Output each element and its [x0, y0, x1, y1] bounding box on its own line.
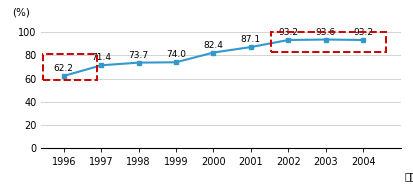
Text: 73.7: 73.7: [128, 51, 149, 60]
Text: 93.2: 93.2: [353, 28, 373, 37]
Text: 93.6: 93.6: [316, 28, 336, 37]
Text: (%): (%): [12, 8, 31, 18]
Text: 71.4: 71.4: [91, 53, 111, 62]
Bar: [43, 54, 97, 80]
Text: 82.4: 82.4: [204, 41, 223, 50]
Text: 74.0: 74.0: [166, 50, 186, 59]
Text: 87.1: 87.1: [241, 35, 261, 44]
Text: 62.2: 62.2: [54, 64, 74, 73]
Text: 93.2: 93.2: [278, 28, 298, 37]
Text: （年）: （年）: [404, 171, 413, 181]
Bar: [271, 32, 386, 52]
